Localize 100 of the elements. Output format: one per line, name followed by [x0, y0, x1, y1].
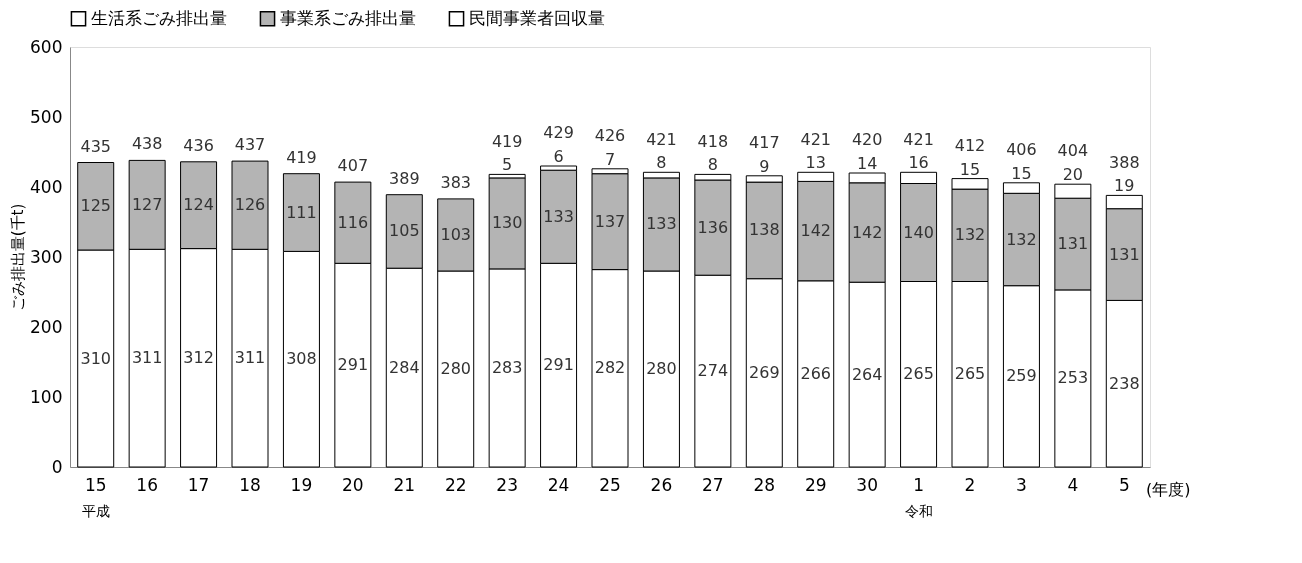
data-label: 15 [959, 159, 981, 179]
data-label: 19 [1114, 176, 1135, 196]
data-label: 311 [234, 348, 266, 368]
x-tick-label: 19 [290, 474, 313, 495]
total-label: 429 [543, 123, 574, 143]
y-tick-label: 200 [30, 316, 63, 337]
total-label: 419 [286, 147, 317, 167]
text: 令和 [904, 503, 933, 519]
data-label: 15 [1011, 163, 1032, 183]
data-label: 126 [234, 195, 266, 215]
x-tick-label: 28 [753, 474, 776, 495]
x-tick-label: 22 [444, 474, 467, 495]
total-label: 426 [594, 126, 626, 145]
total-label: 407 [337, 156, 369, 176]
total-label: 389 [389, 168, 420, 188]
total-label: 417 [749, 133, 780, 152]
x-tick-label: 26 [650, 474, 673, 495]
data-label: 238 [1109, 373, 1140, 393]
data-label: 131 [1057, 234, 1089, 254]
x-tick-label: 15 [84, 474, 107, 495]
total-label: 436 [183, 135, 214, 155]
data-label: 133 [543, 206, 574, 226]
data-label: 136 [697, 217, 729, 237]
data-label: 264 [851, 364, 883, 384]
data-label: 9 [759, 156, 770, 176]
data-label: 137 [594, 211, 626, 231]
data-label: 312 [183, 347, 214, 367]
y-tick-label: 100 [30, 386, 63, 407]
y-tick-label: 300 [30, 246, 63, 267]
data-label: 142 [851, 222, 883, 242]
total-label: 435 [80, 136, 111, 156]
data-label: 16 [908, 153, 929, 173]
x-tick-label: 18 [239, 474, 261, 495]
data-label: 111 [286, 202, 317, 222]
data-label: 265 [954, 364, 986, 384]
data-label: 284 [389, 357, 420, 377]
x-tick-label: 20 [342, 474, 364, 495]
data-label: 310 [80, 348, 111, 368]
data-label: 13 [805, 153, 826, 173]
total-label: 437 [234, 135, 266, 155]
data-label: 265 [903, 364, 934, 384]
x-tick-label: 27 [702, 474, 724, 495]
data-label: 283 [491, 357, 523, 377]
legend-label: 事業系ごみ排出量 [280, 7, 416, 28]
x-tick-label: 25 [599, 474, 621, 495]
x-tick-label: 23 [496, 474, 518, 495]
data-label: 132 [954, 225, 986, 245]
x-axis-title: (年度) [1146, 479, 1191, 499]
data-label: 253 [1057, 368, 1089, 388]
data-label: 127 [131, 194, 163, 214]
total-label: 421 [903, 129, 934, 149]
data-label: 266 [800, 363, 831, 383]
x-tick-label: 17 [187, 474, 210, 495]
total-label: 421 [646, 129, 677, 149]
data-label: 142 [800, 221, 831, 241]
data-label: 14 [856, 153, 878, 173]
data-label: 280 [646, 359, 677, 378]
x-tick-label: 16 [136, 474, 158, 495]
text: 平成 [81, 503, 110, 519]
data-label: 308 [286, 349, 317, 369]
data-label: 259 [1006, 366, 1037, 386]
data-label: 7 [604, 149, 616, 169]
data-label: 105 [389, 221, 420, 241]
total-label: 420 [851, 130, 883, 150]
total-label: 421 [800, 129, 831, 149]
data-label: 291 [543, 355, 574, 375]
x-tick-label: 3 [1016, 474, 1027, 495]
data-label: 8 [656, 153, 667, 173]
data-label: 140 [903, 222, 934, 242]
data-label: 311 [131, 348, 163, 368]
total-label: 404 [1057, 141, 1089, 161]
data-label: 280 [440, 359, 471, 378]
x-tick-label: 1 [913, 474, 924, 495]
x-tick-label: 29 [804, 474, 827, 495]
data-label: 124 [183, 195, 214, 215]
data-label: 138 [749, 220, 780, 240]
total-label: 388 [1109, 152, 1140, 172]
data-label: 133 [646, 214, 677, 234]
data-label: 103 [440, 224, 471, 244]
y-tick-label: 0 [51, 456, 63, 477]
data-label: 6 [553, 146, 564, 166]
data-label: 132 [1006, 229, 1037, 249]
total-label: 406 [1006, 140, 1037, 159]
y-tick-label: 400 [30, 176, 63, 197]
data-label: 131 [1109, 244, 1140, 264]
data-label: 282 [594, 358, 626, 378]
total-label: 383 [440, 172, 471, 192]
total-label: 412 [954, 135, 986, 155]
legend-label: 民間事業者回収量 [469, 7, 605, 28]
total-label: 438 [131, 134, 163, 154]
data-label: 269 [749, 362, 780, 382]
x-tick-label: 30 [856, 474, 878, 495]
legend-label: 生活系ごみ排出量 [91, 7, 227, 28]
data-label: 116 [337, 212, 369, 232]
data-label: 130 [491, 213, 523, 233]
x-tick-label: 2 [964, 474, 976, 495]
data-label: 5 [502, 155, 513, 175]
data-label: 8 [707, 155, 718, 175]
data-label: 291 [337, 355, 369, 375]
x-tick-label: 4 [1067, 474, 1079, 495]
